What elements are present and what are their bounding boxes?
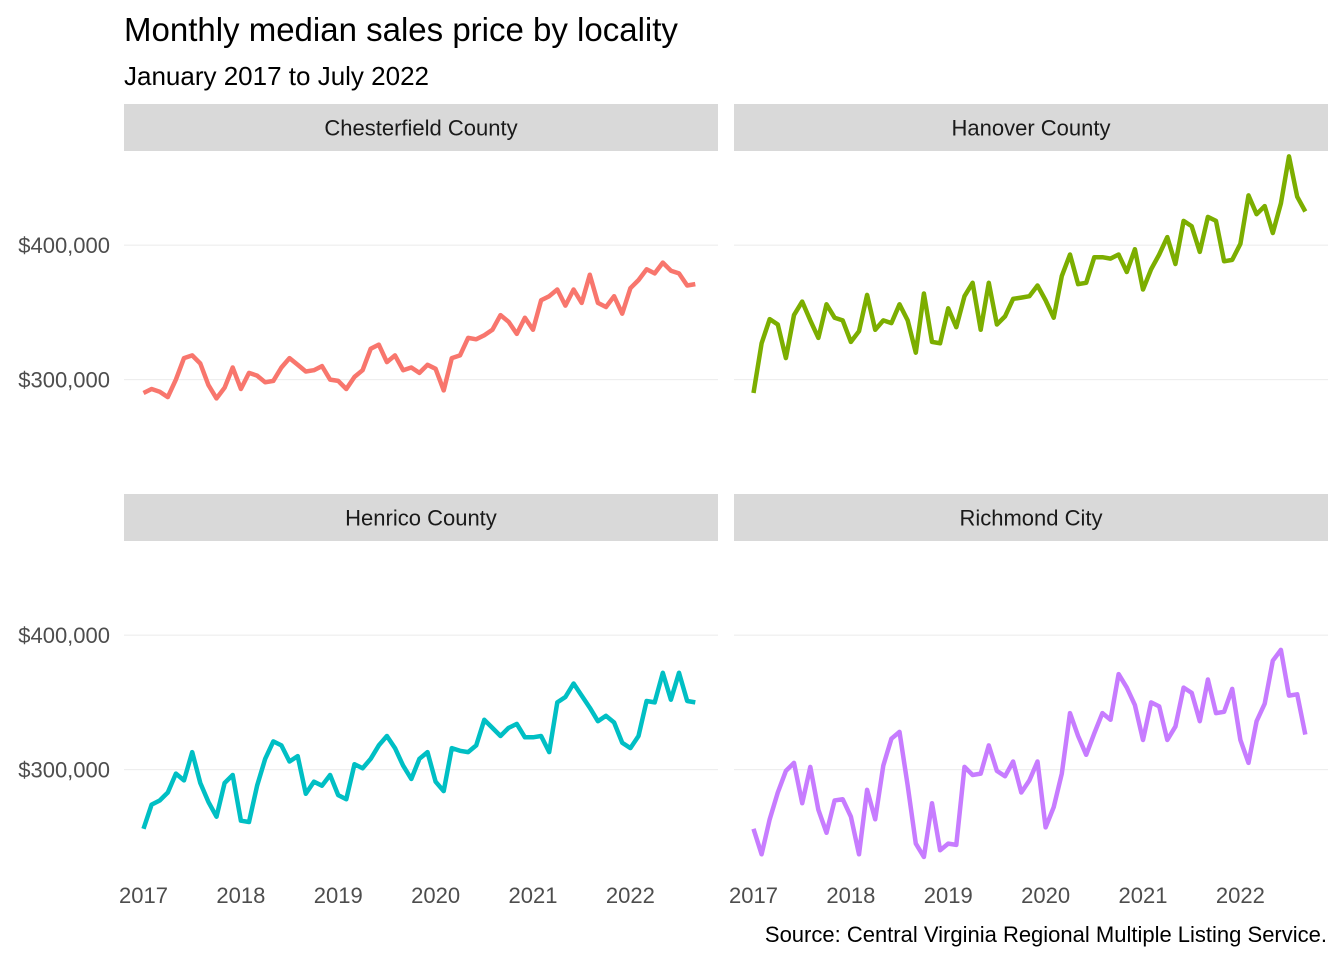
series-line	[751, 647, 1308, 860]
x-tick-label: 2022	[1216, 883, 1265, 908]
facet-panel: Richmond City 2017 2018 2019 2020 2021 2022	[729, 494, 1328, 908]
facet-panels: Chesterfield County $300,000 $400,000 Hanov…	[18, 104, 1328, 908]
x-tick-label: 2018	[216, 883, 265, 908]
x-tick-label: 2021	[509, 883, 558, 908]
x-tick-label: 2017	[729, 883, 778, 908]
y-tick-label: $300,000	[18, 758, 110, 783]
facet-strip-label: Richmond City	[959, 506, 1102, 531]
facet-strip	[734, 494, 1328, 541]
y-tick-label: $400,000	[18, 623, 110, 648]
chart-caption: Source: Central Virginia Regional Multip…	[765, 922, 1327, 947]
chart-title: Monthly median sales price by locality	[124, 11, 678, 48]
x-tick-label: 2019	[924, 883, 973, 908]
x-tick-label: 2017	[119, 883, 168, 908]
x-tick-label: 2022	[606, 883, 655, 908]
x-tick-label: 2021	[1119, 883, 1168, 908]
facet-strip	[734, 104, 1328, 151]
facet-strip	[124, 494, 718, 541]
series-line	[142, 260, 696, 401]
series-line	[751, 154, 1308, 394]
x-tick-label: 2020	[1021, 883, 1070, 908]
y-tick-label: $400,000	[18, 233, 110, 258]
y-tick-label: $300,000	[18, 368, 110, 393]
facet-panel: Chesterfield County $300,000 $400,000	[18, 104, 718, 401]
facet-strip-label: Chesterfield County	[324, 116, 517, 141]
facet-strip	[124, 104, 718, 151]
facet-panel: Hanover County	[734, 104, 1328, 394]
x-tick-label: 2020	[411, 883, 460, 908]
x-tick-label: 2018	[826, 883, 875, 908]
facet-strip-label: Henrico County	[345, 506, 497, 531]
chart-subtitle: January 2017 to July 2022	[124, 61, 429, 91]
x-tick-label: 2019	[314, 883, 363, 908]
facet-panel: Henrico County $300,000 $400,000 2017 2018 20…	[18, 494, 718, 908]
facet-strip-label: Hanover County	[952, 116, 1111, 141]
series-line	[141, 670, 696, 830]
